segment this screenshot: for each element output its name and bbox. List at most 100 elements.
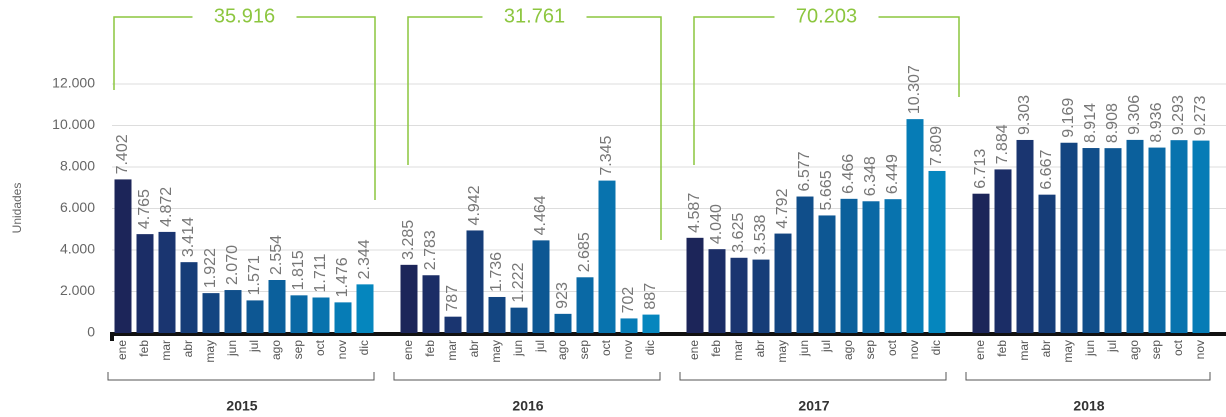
total-label: 70.203 (796, 5, 857, 27)
bar (356, 284, 374, 333)
bar (1104, 148, 1122, 333)
value-label: 4.942 (466, 185, 483, 225)
value-label: 10.307 (906, 65, 923, 114)
x-tick-label: ago (841, 340, 855, 360)
bar (642, 314, 660, 333)
bar (532, 240, 550, 333)
value-label: 2.344 (356, 239, 373, 279)
x-tick-label: jun (225, 340, 239, 357)
value-label: 4.040 (708, 204, 725, 244)
value-label: 3.414 (180, 217, 197, 257)
value-label: 8.908 (1104, 103, 1121, 143)
value-label: 8.936 (1148, 102, 1165, 142)
value-label: 7.809 (928, 126, 945, 166)
year-label: 2017 (798, 398, 829, 414)
x-tick-label: may (775, 340, 789, 363)
x-tick-label: mar (445, 340, 459, 361)
total-label: 31.761 (504, 5, 565, 27)
bar (422, 275, 440, 333)
value-label: 1.736 (488, 252, 505, 292)
value-label: 2.554 (268, 235, 285, 275)
bar (1082, 148, 1100, 333)
bar (774, 233, 792, 333)
bar (752, 259, 770, 333)
value-label: 6.713 (972, 149, 989, 189)
y-tick-label: 10.000 (52, 116, 95, 132)
x-tick-label: jul (1105, 340, 1119, 353)
y-tick-label: 0 (87, 324, 95, 340)
x-tick-label: feb (995, 340, 1009, 357)
year-bracket (107, 372, 375, 381)
value-label: 9.303 (1016, 95, 1033, 135)
x-tick-label: jun (511, 340, 525, 357)
value-label: 4.872 (158, 187, 175, 227)
value-label: 2.685 (576, 232, 593, 272)
y-tick-label: 6.000 (60, 199, 95, 215)
x-tick-label: abr (181, 340, 195, 357)
year-bracket (679, 372, 947, 381)
bar (928, 170, 946, 333)
value-label: 9.273 (1192, 95, 1209, 135)
x-tick-label: sep (863, 340, 877, 360)
value-label: 1.711 (312, 254, 329, 293)
bar (620, 318, 638, 333)
x-tick-label: abr (753, 340, 767, 357)
bar (576, 277, 594, 333)
x-tick-label: may (489, 340, 503, 363)
bar (400, 264, 418, 333)
bar (290, 295, 308, 333)
x-tick-label: oct (599, 339, 613, 356)
y-axis-label: Unidades (10, 183, 24, 234)
value-label: 1.222 (510, 263, 527, 303)
total-bracket (113, 16, 376, 200)
total-bracket (407, 16, 662, 240)
bar (1126, 139, 1144, 333)
x-tick-label: oct (1171, 339, 1185, 356)
year-label: 2018 (1073, 398, 1104, 414)
bar (994, 169, 1012, 333)
bar (1060, 142, 1078, 333)
bar (730, 257, 748, 333)
value-label: 887 (642, 283, 659, 310)
x-tick-label: nov (907, 340, 921, 359)
bar (972, 193, 990, 333)
bar (906, 119, 924, 333)
bar (708, 249, 726, 333)
value-label: 3.538 (752, 214, 769, 254)
bar (510, 307, 528, 333)
x-tick-label: jul (819, 340, 833, 353)
y-tick-label: 4.000 (60, 241, 95, 257)
value-label: 9.293 (1170, 95, 1187, 135)
value-label: 923 (554, 282, 571, 309)
x-tick-label: feb (709, 340, 723, 357)
year-bracket (965, 372, 1211, 381)
bar (466, 230, 484, 333)
bar (334, 302, 352, 333)
value-label: 1.476 (334, 257, 351, 297)
value-label: 7.884 (994, 124, 1011, 164)
value-label: 8.914 (1082, 103, 1099, 143)
value-label: 6.577 (796, 151, 813, 191)
total-bracket (693, 16, 960, 165)
x-tick-label: ene (115, 340, 129, 360)
x-tick-label: ago (555, 340, 569, 360)
bar (686, 237, 704, 333)
x-tick-label: mar (1017, 340, 1031, 361)
y-tick-label: 8.000 (60, 158, 95, 174)
x-tick-label: sep (291, 340, 305, 360)
x-tick-label: nov (335, 340, 349, 359)
bar (1148, 147, 1166, 333)
x-tick-label: mar (731, 340, 745, 361)
x-tick-label: may (203, 340, 217, 363)
bar (224, 290, 242, 333)
value-label: 6.667 (1038, 150, 1055, 190)
x-tick-label: jul (533, 340, 547, 353)
value-label: 3.625 (730, 213, 747, 253)
value-label: 702 (620, 287, 637, 314)
bar (202, 293, 220, 333)
bar (796, 196, 814, 333)
year-bracket (393, 372, 661, 381)
value-label: 9.306 (1126, 95, 1143, 135)
bar (268, 280, 286, 333)
